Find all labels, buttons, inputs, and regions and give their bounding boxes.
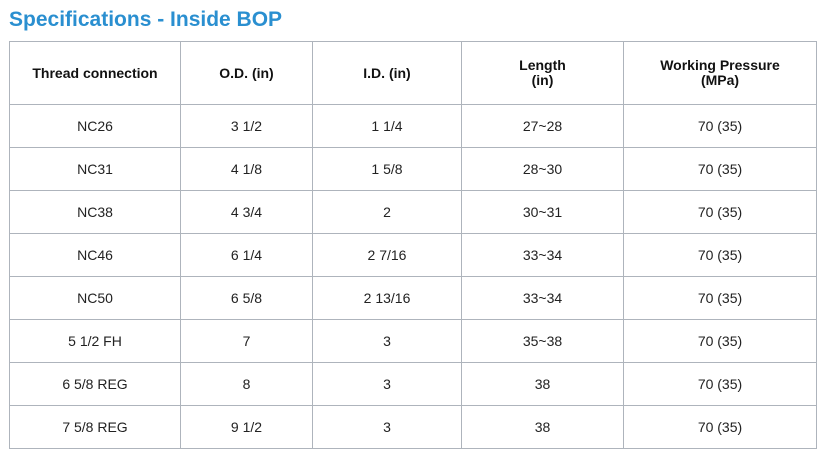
- table-row: NC38 4 3/4 2 30~31 70 (35): [9, 190, 817, 234]
- cell-length: 35~38: [461, 319, 624, 363]
- cell-od: 6 1/4: [180, 233, 313, 277]
- page-title: Specifications - Inside BOP: [9, 8, 283, 31]
- cell-thread-connection: NC26: [9, 104, 181, 148]
- cell-id: 2: [312, 190, 462, 234]
- cell-od: 7: [180, 319, 313, 363]
- table-row: NC26 3 1/2 1 1/4 27~28 70 (35): [9, 104, 817, 148]
- cell-thread-connection: NC38: [9, 190, 181, 234]
- cell-working-pressure: 70 (35): [623, 190, 817, 234]
- cell-id: 1 1/4: [312, 104, 462, 148]
- cell-od: 4 1/8: [180, 147, 313, 191]
- cell-id: 3: [312, 319, 462, 363]
- table-row: NC50 6 5/8 2 13/16 33~34 70 (35): [9, 276, 817, 320]
- header-working-pressure: Working Pressure (MPa): [623, 41, 817, 105]
- table-row: NC31 4 1/8 1 5/8 28~30 70 (35): [9, 147, 817, 191]
- cell-length: 38: [461, 362, 624, 406]
- cell-thread-connection: NC31: [9, 147, 181, 191]
- table-row: 5 1/2 FH 7 3 35~38 70 (35): [9, 319, 817, 363]
- cell-working-pressure: 70 (35): [623, 147, 817, 191]
- cell-thread-connection: 7 5/8 REG: [9, 405, 181, 449]
- cell-id: 3: [312, 405, 462, 449]
- cell-length: 28~30: [461, 147, 624, 191]
- cell-thread-connection: NC50: [9, 276, 181, 320]
- cell-length: 30~31: [461, 190, 624, 234]
- cell-working-pressure: 70 (35): [623, 276, 817, 320]
- header-od: O.D. (in): [180, 41, 313, 105]
- cell-working-pressure: 70 (35): [623, 233, 817, 277]
- cell-thread-connection: NC46: [9, 233, 181, 277]
- cell-working-pressure: 70 (35): [623, 319, 817, 363]
- table-row: 7 5/8 REG 9 1/2 3 38 70 (35): [9, 405, 817, 449]
- cell-od: 4 3/4: [180, 190, 313, 234]
- cell-length: 33~34: [461, 276, 624, 320]
- cell-length: 33~34: [461, 233, 624, 277]
- cell-od: 6 5/8: [180, 276, 313, 320]
- cell-od: 3 1/2: [180, 104, 313, 148]
- cell-working-pressure: 70 (35): [623, 405, 817, 449]
- cell-thread-connection: 6 5/8 REG: [9, 362, 181, 406]
- header-length: Length (in): [461, 41, 624, 105]
- table-header-row: Thread connection O.D. (in) I.D. (in) Le…: [9, 41, 817, 105]
- table-row: 6 5/8 REG 8 3 38 70 (35): [9, 362, 817, 406]
- cell-length: 38: [461, 405, 624, 449]
- cell-thread-connection: 5 1/2 FH: [9, 319, 181, 363]
- cell-working-pressure: 70 (35): [623, 104, 817, 148]
- cell-id: 2 13/16: [312, 276, 462, 320]
- cell-od: 9 1/2: [180, 405, 313, 449]
- header-thread-connection: Thread connection: [9, 41, 181, 105]
- cell-od: 8: [180, 362, 313, 406]
- cell-id: 1 5/8: [312, 147, 462, 191]
- cell-id: 3: [312, 362, 462, 406]
- cell-length: 27~28: [461, 104, 624, 148]
- spec-table: Thread connection O.D. (in) I.D. (in) Le…: [9, 41, 817, 449]
- header-id: I.D. (in): [312, 41, 462, 105]
- cell-working-pressure: 70 (35): [623, 362, 817, 406]
- table-row: NC46 6 1/4 2 7/16 33~34 70 (35): [9, 233, 817, 277]
- cell-id: 2 7/16: [312, 233, 462, 277]
